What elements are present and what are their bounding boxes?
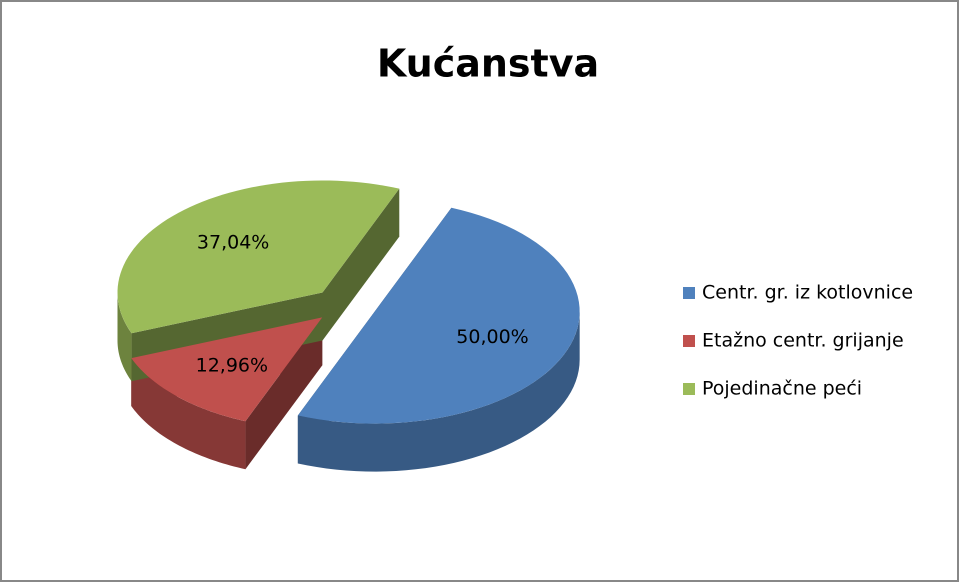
pie-tops (117, 180, 580, 424)
legend-swatch (683, 335, 695, 347)
data-label: 12,96% (196, 355, 268, 377)
legend-label: Pojedinačne peći (702, 378, 862, 400)
pie-slice (131, 317, 323, 422)
chart-title: Kućanstva (377, 42, 599, 86)
data-label: 50,00% (456, 326, 528, 348)
legend-swatch (683, 287, 695, 299)
legend-label: Centr. gr. iz kotlovnice (702, 282, 913, 304)
slice-rim (117, 292, 132, 382)
pie-slice (297, 207, 580, 424)
legend-label: Etažno centr. grijanje (702, 330, 904, 352)
pie-slice (117, 180, 400, 334)
data-labels: 50,00% 12,96% 37,04% (196, 232, 529, 377)
slice-rim (297, 311, 580, 472)
slice-wall (322, 188, 400, 341)
legend-swatch (683, 383, 695, 395)
data-label: 37,04% (197, 232, 269, 254)
slice-rim (131, 358, 246, 470)
legend: Centr. gr. iz kotlovnice Etažno centr. gr… (683, 282, 913, 400)
